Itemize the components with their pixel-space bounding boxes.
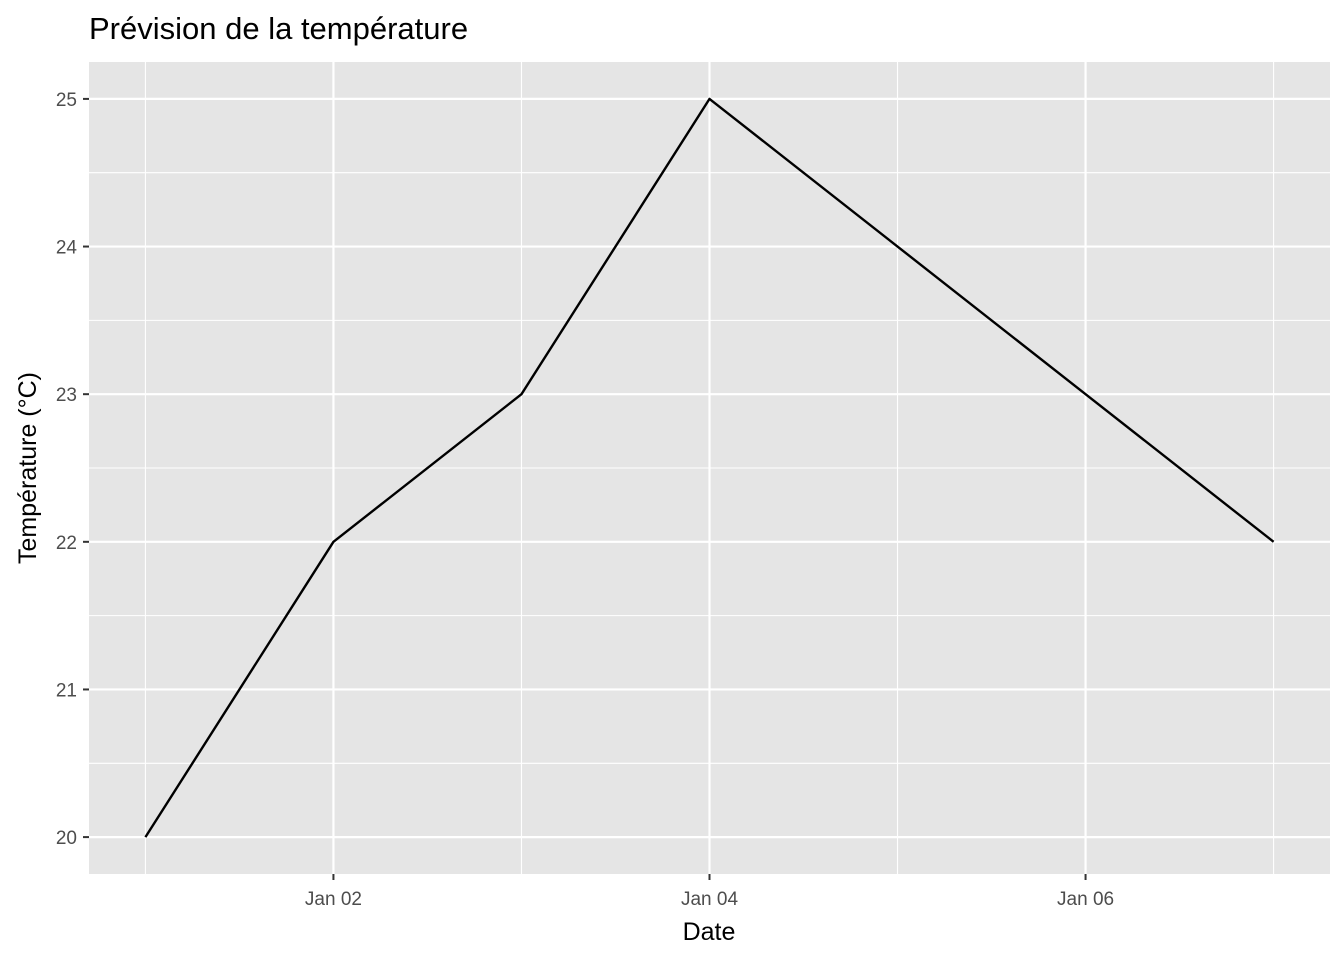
y-tick-label: 20 <box>56 828 77 849</box>
y-axis-title: Température (°C) <box>14 372 42 564</box>
y-tick-label: 22 <box>56 533 77 554</box>
x-axis-title: Date <box>683 918 736 946</box>
series-layer <box>144 97 1275 838</box>
x-axis: Jan 02 Jan 04 Jan 06 <box>305 874 1114 910</box>
y-tick-label: 23 <box>56 385 77 406</box>
x-tick-label: Jan 06 <box>1057 889 1114 910</box>
y-axis: 20 21 22 23 24 25 <box>56 90 89 849</box>
y-tick-label: 25 <box>56 90 77 111</box>
x-tick-label: Jan 04 <box>681 889 738 910</box>
y-tick-label: 24 <box>56 238 78 259</box>
chart-title: Prévision de la température <box>89 11 468 46</box>
y-tick-label: 21 <box>56 680 77 701</box>
temperature-line <box>144 97 1275 838</box>
x-tick-label: Jan 02 <box>305 889 362 910</box>
